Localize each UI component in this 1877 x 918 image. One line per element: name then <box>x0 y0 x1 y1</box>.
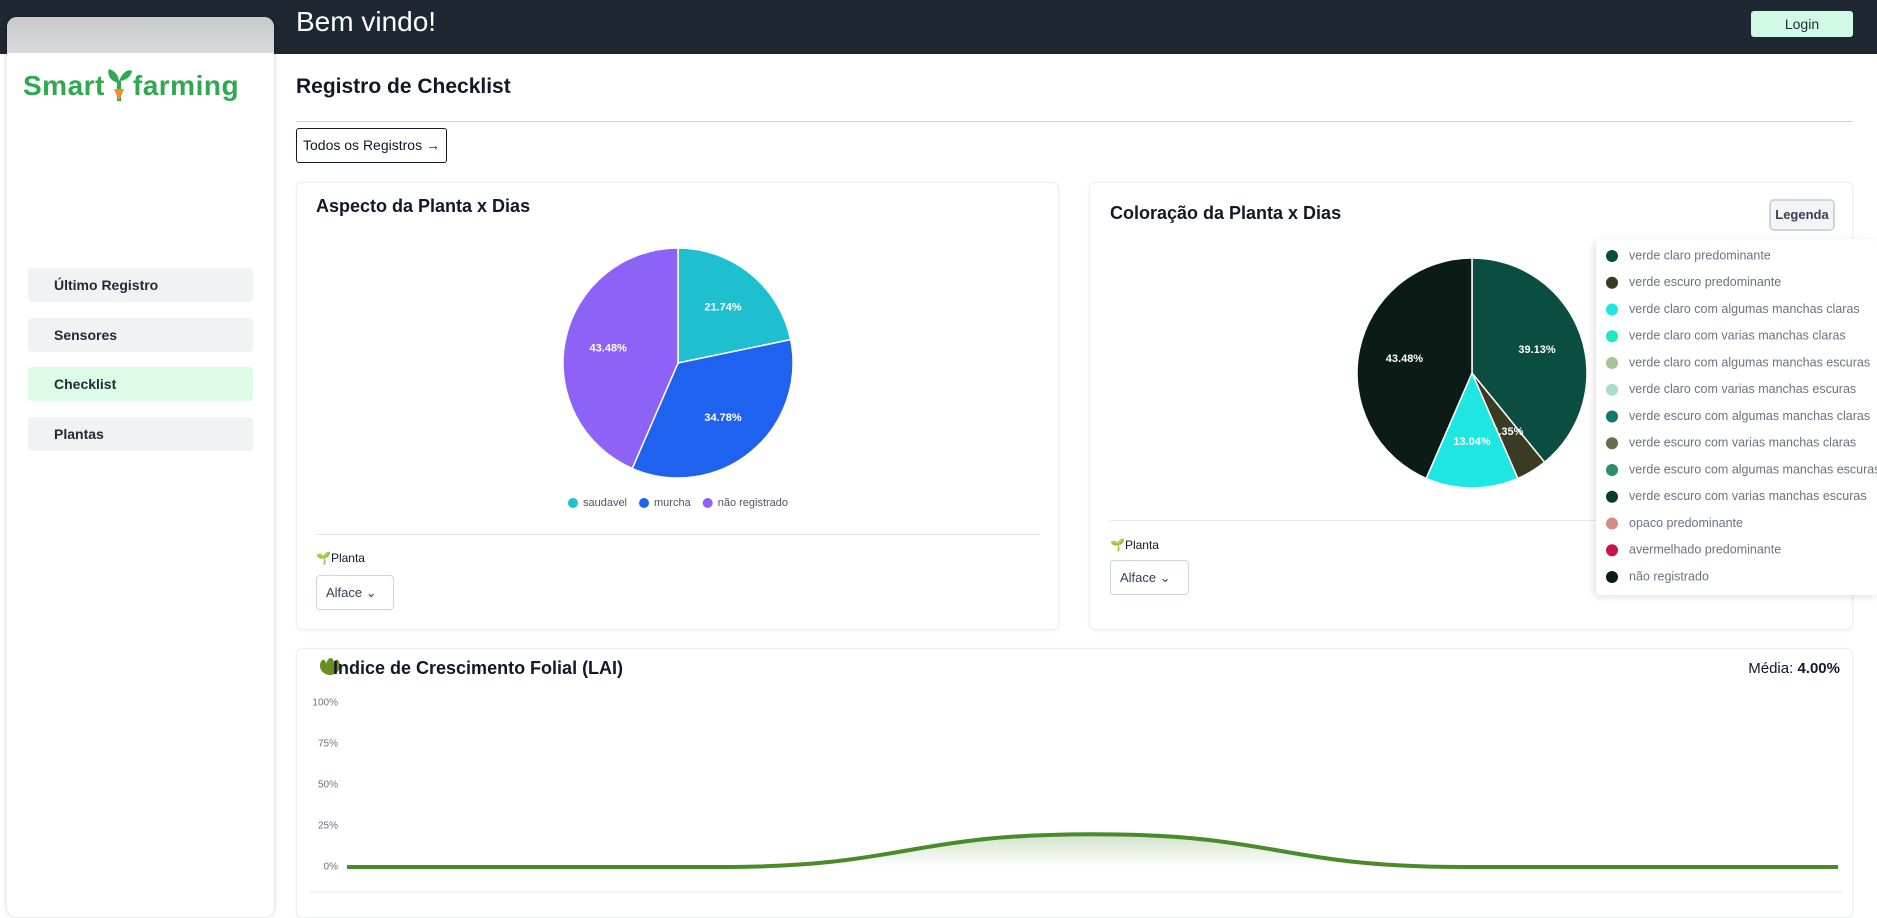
legend-swatch <box>1606 437 1618 450</box>
legend-label: verde escuro com varias manchas claras <box>1629 436 1856 450</box>
legend-swatch <box>1606 303 1618 316</box>
sidebar: Smart farming Último Registro Sensores Ch… <box>7 17 274 917</box>
logo: Smart farming <box>23 67 239 102</box>
legend-label: verde claro com varias manchas escuras <box>1629 382 1856 396</box>
select-value: Alface <box>326 585 363 600</box>
legend-label: verde escuro predominante <box>1629 275 1781 289</box>
legend-label: verde claro com algumas manchas escuras <box>1629 355 1870 369</box>
legend-swatch <box>1606 330 1618 343</box>
nav-item[interactable]: Checklist <box>28 367 253 401</box>
legend-label: avermelhado predominante <box>1629 543 1781 557</box>
legend-swatch <box>1606 571 1618 583</box>
legend-swatch <box>1606 464 1618 476</box>
legend-button[interactable]: Legenda <box>1769 199 1835 231</box>
card <box>296 182 1059 630</box>
average-value: 4.00% <box>1797 660 1840 677</box>
login-button[interactable]: Login <box>1751 11 1853 37</box>
legend-label: verde escuro com varias manchas escuras <box>1629 489 1867 503</box>
all-records-button[interactable]: Todos os Registros → <box>296 128 447 163</box>
legend-swatch <box>1606 357 1618 369</box>
welcome-title: Bem vindo! <box>296 6 437 37</box>
card <box>296 648 1853 918</box>
nav-item[interactable]: Plantas <box>28 417 253 451</box>
select-value: Alface <box>1120 570 1157 585</box>
legend-popup: verde claro predominante verde escuro pre… <box>1596 239 1877 595</box>
legend-swatch <box>1606 490 1618 503</box>
legend-swatch <box>1606 517 1618 530</box>
legend-swatch <box>1606 383 1618 396</box>
legend-label: verde claro com varias manchas claras <box>1629 329 1846 343</box>
logo-text: Smart <box>23 70 105 101</box>
nav-item[interactable]: Sensores <box>28 318 253 352</box>
top-bar <box>0 0 1877 54</box>
plant-select[interactable]: Alface ⌄ <box>1110 560 1189 595</box>
average: Média: 4.00% <box>1640 660 1840 677</box>
logo-icon <box>108 69 132 101</box>
page-title: Registro de Checklist <box>296 75 511 98</box>
legend-label: verde escuro com algumas manchas escuras <box>1629 462 1877 476</box>
sidebar-top <box>7 17 274 53</box>
legend-label: verde claro com algumas manchas claras <box>1629 302 1860 316</box>
logo-text: farming <box>132 70 240 101</box>
legend-swatch <box>1606 250 1618 262</box>
legend-label: opaco predominante <box>1629 516 1743 530</box>
filter-label: 🌱Planta <box>1110 538 1159 552</box>
filter-label: 🌱Planta <box>316 551 365 565</box>
divider <box>296 121 1853 122</box>
legend-label: verde claro predominante <box>1629 248 1771 262</box>
legend-label: verde escuro com algumas manchas claras <box>1629 409 1870 423</box>
filter-label-text: Planta <box>1124 538 1159 552</box>
average-label: Média: <box>1748 660 1794 677</box>
divider <box>316 534 1040 535</box>
filter-label-text: Planta <box>330 551 365 565</box>
plant-select[interactable]: Alface ⌄ <box>316 575 394 610</box>
divider <box>1110 520 1596 521</box>
legend-label: não registrado <box>1629 569 1709 583</box>
legend-swatch <box>1606 410 1618 423</box>
legend-swatch <box>1606 544 1618 557</box>
nav-item[interactable]: Último Registro <box>28 268 253 302</box>
legend-swatch <box>1606 276 1618 289</box>
legend: verde claro predominante verde escuro pre… <box>1606 248 1877 583</box>
